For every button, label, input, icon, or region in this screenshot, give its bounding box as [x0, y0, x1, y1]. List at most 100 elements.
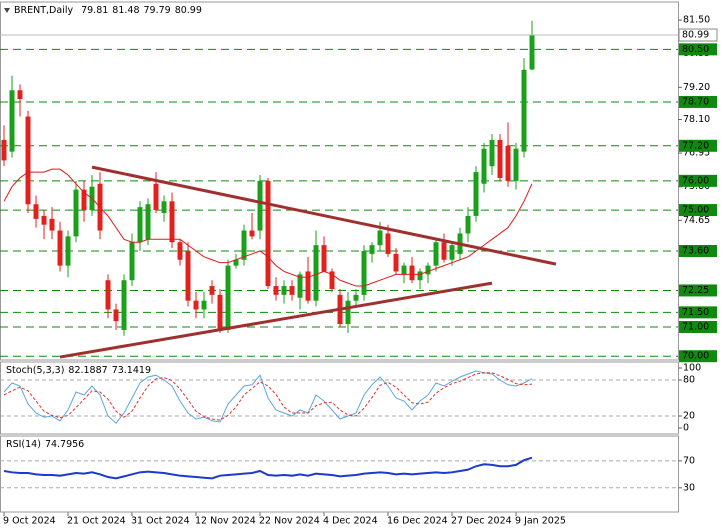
candle-body [257, 180, 263, 231]
level-label-box [679, 174, 717, 187]
header-value: 80.99 [175, 5, 202, 16]
candle-body [65, 236, 71, 266]
candle-body [225, 265, 231, 330]
level-label: 71.00 [682, 321, 709, 332]
candle-body [193, 300, 199, 310]
y-tick-label: 74.65 [683, 215, 710, 226]
candle-body [329, 271, 335, 289]
candle-body [505, 145, 511, 181]
x-tick-label: 12 Nov 2024 [195, 516, 256, 527]
candle-body [449, 245, 455, 260]
level-label: 75.00 [682, 205, 709, 216]
candle-body [145, 204, 151, 240]
candle-body [385, 233, 391, 254]
level-label-box [679, 95, 717, 108]
level-label: 71.50 [682, 307, 709, 318]
candle-body [217, 294, 223, 330]
candle-body [185, 250, 191, 301]
x-tick-label: 31 Oct 2024 [131, 516, 190, 527]
candle-body [489, 139, 495, 167]
candle-body [81, 189, 87, 211]
y-tick-label: 81.50 [683, 15, 710, 26]
indicator-title: Stoch(5,3,3) [6, 365, 64, 376]
candle-body [521, 69, 527, 152]
candle-body [433, 242, 439, 266]
header-value: 81.48 [112, 5, 139, 16]
panel-frame [0, 435, 679, 513]
last-price-box [678, 28, 718, 42]
level-label: 72.25 [682, 285, 709, 296]
candle-body [57, 230, 63, 266]
candle-body [417, 271, 423, 281]
y-tick-label: 79.20 [683, 82, 710, 93]
candle-body [409, 265, 415, 281]
candle-body [377, 230, 383, 246]
candle-body [273, 286, 279, 295]
candle-body [177, 242, 183, 260]
candle-body [1, 139, 7, 161]
candle-body [305, 271, 311, 301]
x-tick-label: 22 Nov 2024 [259, 516, 320, 527]
candle-body [513, 148, 519, 181]
candle-body [169, 201, 175, 243]
level-label-box [679, 306, 717, 319]
indicator-value: 82.1887 [68, 365, 107, 376]
candle-body [201, 300, 207, 310]
indicator-line [3, 456, 533, 480]
candle-body [313, 245, 319, 301]
last-price-label: 80.99 [682, 30, 709, 41]
symbol-icon [4, 8, 10, 13]
level-label: 78.70 [682, 96, 709, 107]
candle-body [25, 116, 31, 205]
level-label: 76.00 [682, 175, 709, 186]
candle-body [425, 265, 431, 275]
x-tick-label: 9 Oct 2024 [3, 516, 56, 527]
candle-body [17, 90, 23, 100]
x-tick-label: 4 Dec 2024 [323, 516, 378, 527]
candle-body [129, 242, 135, 281]
y-tick-label: 20 [683, 411, 695, 422]
candle-body [473, 172, 479, 216]
level-label-box [679, 320, 717, 333]
level-label-box [679, 350, 717, 363]
candle-body [9, 90, 15, 152]
level-label: 77.20 [682, 140, 709, 151]
indicator-value: 74.7956 [45, 439, 84, 450]
candle-body [401, 265, 407, 275]
y-tick-label: 0 [683, 423, 689, 434]
candle-body [465, 215, 471, 234]
y-tick-label: 30 [683, 482, 695, 493]
candle-body [161, 201, 167, 214]
candle-body [105, 280, 111, 310]
level-label-box [679, 244, 717, 257]
indicator-value: 73.1419 [112, 365, 151, 376]
candle-body [73, 189, 79, 237]
trendline [91, 165, 557, 266]
candle-body [441, 242, 447, 260]
level-label: 73.60 [682, 245, 709, 256]
candle-body [297, 274, 303, 298]
indicator-line [3, 370, 533, 424]
y-tick-label: 78.10 [683, 114, 710, 125]
indicator-line [3, 372, 533, 421]
x-tick-label: 9 Jan 2025 [515, 516, 566, 527]
trendline [59, 281, 493, 359]
moving-average [3, 168, 533, 287]
level-label: 70.00 [682, 351, 709, 362]
candle-body [265, 180, 271, 287]
candle-body [321, 245, 327, 272]
y-tick-label: 80 [683, 375, 695, 386]
candle-body [121, 280, 127, 330]
candle-body [241, 230, 247, 260]
header-value: 79.79 [144, 5, 171, 16]
candle-body [353, 294, 359, 301]
y-tick-label: 70 [683, 455, 695, 466]
indicator-header: Stoch(5,3,3) 82.1887 73.1419 [6, 365, 151, 376]
chart-header: BRENT,Daily 79.81 81.48 79.79 80.99 [14, 5, 202, 16]
candle-body [497, 139, 503, 178]
candle-body [153, 183, 159, 211]
candle-body [481, 148, 487, 184]
candle-body [249, 230, 255, 237]
candle-body [345, 300, 351, 325]
